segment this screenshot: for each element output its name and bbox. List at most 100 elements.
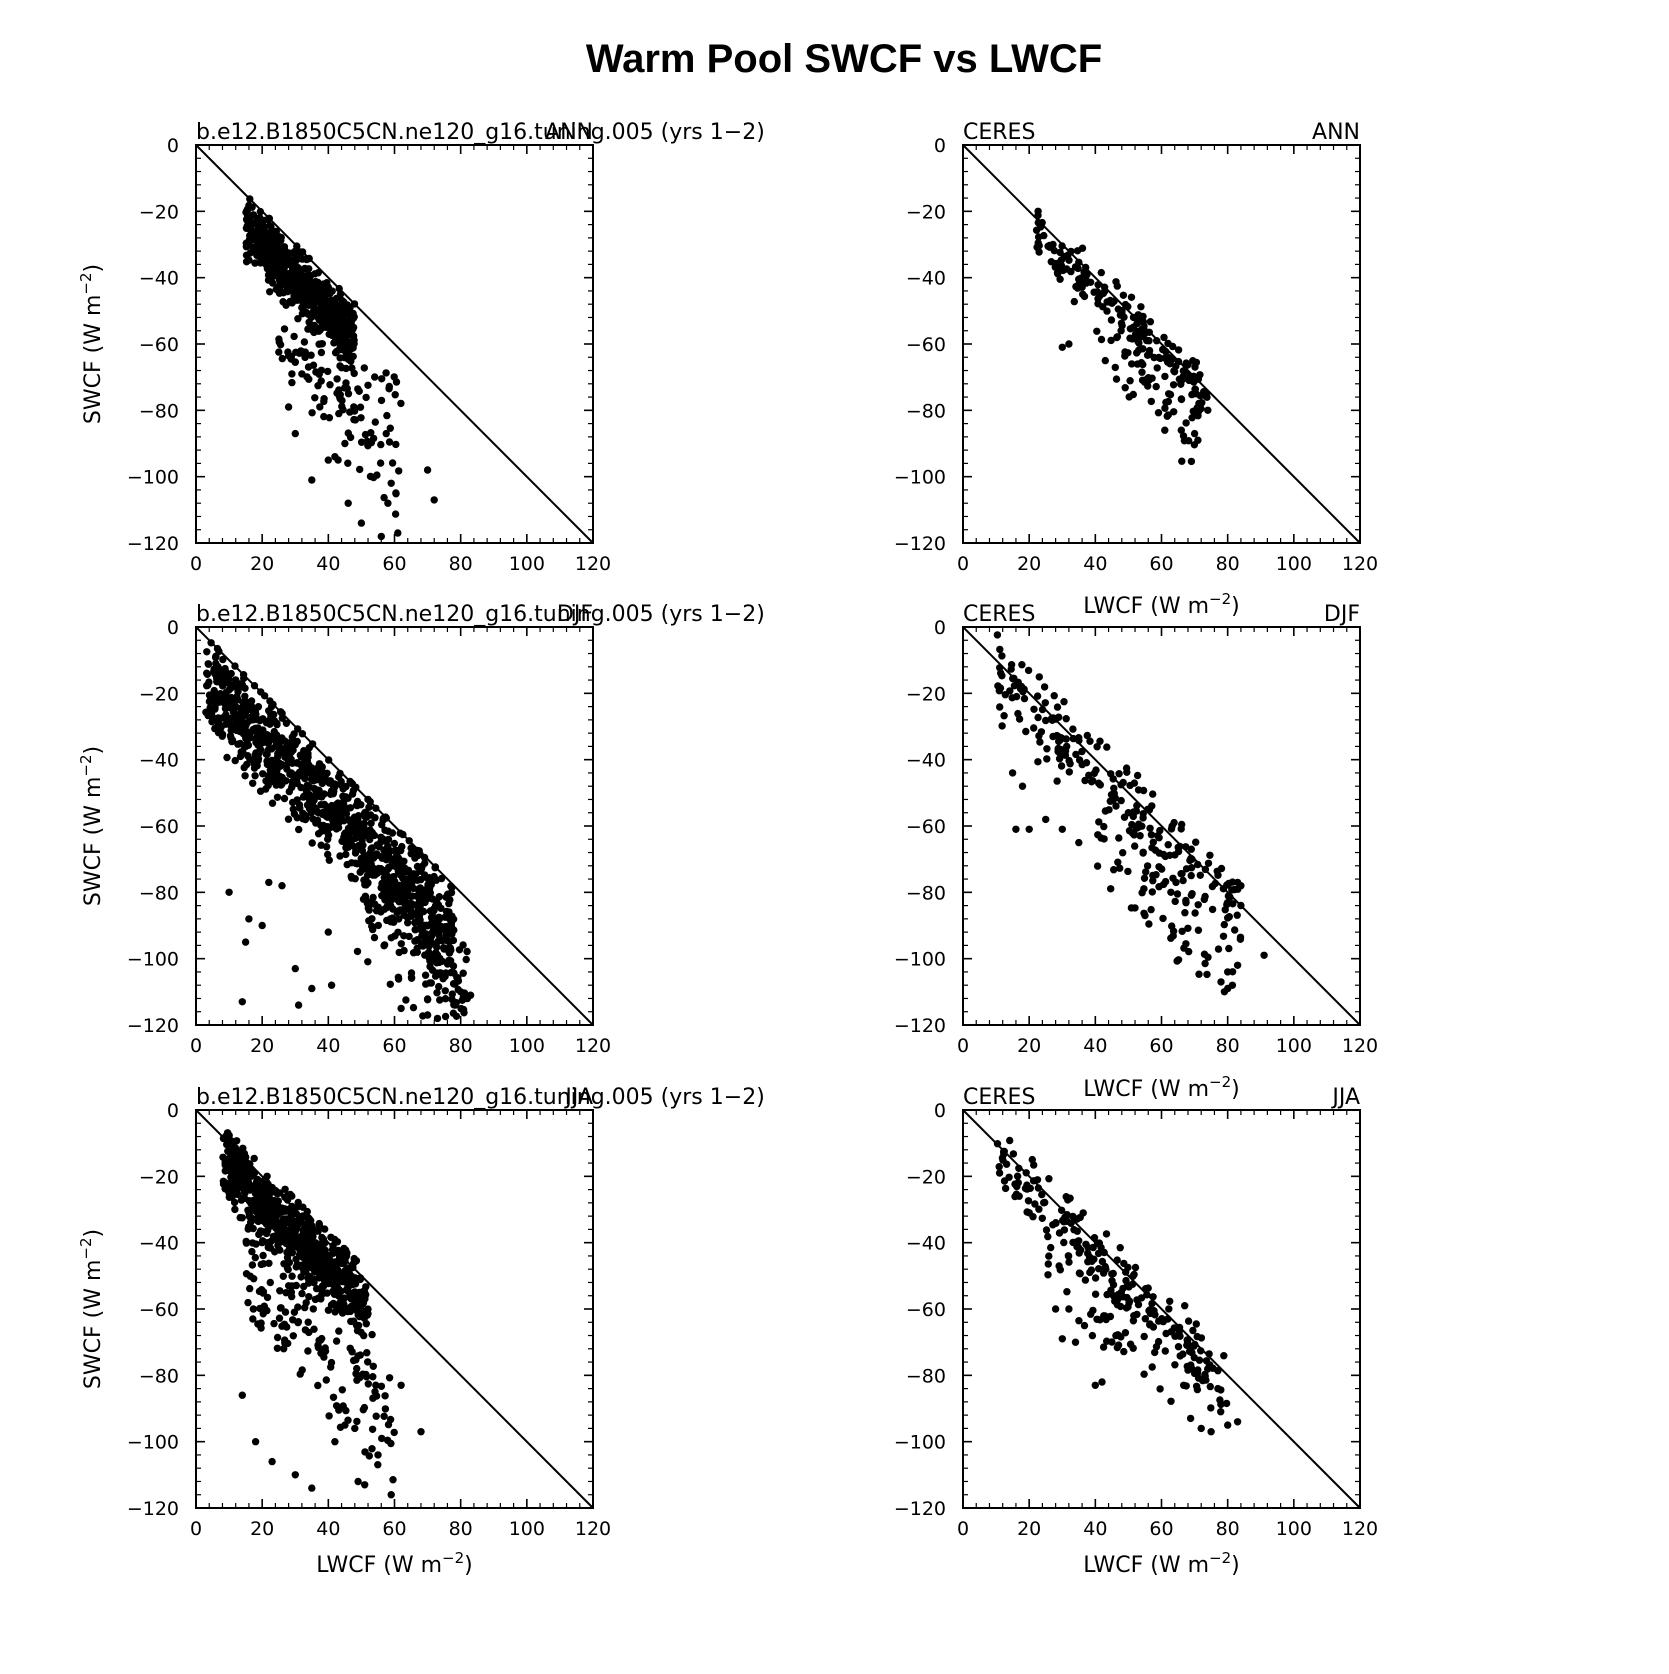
data-point: [329, 1287, 337, 1296]
data-point: [279, 298, 287, 306]
data-point: [1111, 1297, 1119, 1305]
data-point: [1102, 1230, 1111, 1238]
data-point: [204, 660, 212, 668]
data-point: [414, 901, 422, 909]
data-point: [223, 753, 231, 762]
data-point: [1177, 426, 1186, 434]
data-point: [315, 1219, 323, 1228]
data-point: [289, 739, 297, 747]
data-point: [281, 737, 289, 745]
data-point: [283, 1323, 291, 1331]
data-point: [395, 467, 403, 475]
data-point: [356, 1373, 364, 1382]
data-point: [374, 903, 382, 911]
data-point: [431, 902, 440, 910]
data-point: [346, 1344, 354, 1353]
data-point: [1155, 883, 1163, 891]
data-point: [376, 459, 385, 467]
data-point: [264, 276, 273, 284]
data-point: [361, 1448, 369, 1456]
data-point: [259, 1184, 267, 1193]
axis-ticks: [195, 626, 594, 1026]
data-point: [340, 817, 348, 825]
x-tick-label: 60: [382, 1035, 406, 1057]
data-point: [245, 1212, 254, 1221]
y-tick-label: −60: [906, 334, 946, 356]
data-point: [290, 730, 298, 738]
data-point: [1047, 1243, 1055, 1252]
data-point: [357, 414, 365, 422]
data-point: [249, 1305, 258, 1313]
data-point: [248, 1261, 257, 1269]
data-point: [349, 828, 357, 836]
data-point: [225, 703, 233, 712]
data-point: [369, 1373, 377, 1381]
data-point: [348, 859, 356, 867]
data-point: [356, 403, 365, 411]
data-point: [304, 1252, 312, 1260]
data-point: [217, 723, 225, 732]
data-point: [1112, 802, 1120, 810]
data-point: [1220, 920, 1229, 929]
x-tick-label: 100: [509, 1518, 545, 1540]
data-point: [287, 355, 295, 363]
data-point: [273, 793, 282, 801]
data-point: [1225, 879, 1233, 888]
data-point: [278, 354, 286, 363]
data-point: [277, 1304, 285, 1312]
data-point: [367, 860, 375, 868]
data-point: [1083, 731, 1092, 740]
data-point: [1044, 1260, 1053, 1268]
data-point: [329, 1299, 338, 1308]
reference-line: [962, 626, 1361, 1026]
data-point: [336, 852, 344, 860]
data-point: [457, 1004, 465, 1013]
data-point: [1105, 806, 1113, 814]
data-point: [377, 865, 385, 873]
data-point: [364, 879, 372, 887]
data-point: [294, 315, 302, 323]
data-point: [428, 895, 437, 903]
data-point: [1143, 351, 1152, 359]
data-point: [364, 1358, 372, 1366]
data-point: [285, 249, 293, 257]
y-tick-label: −80: [906, 882, 946, 904]
data-point: [428, 931, 436, 940]
data-point: [1204, 953, 1212, 961]
data-point: [325, 305, 333, 313]
data-point: [377, 532, 385, 541]
data-point: [428, 939, 436, 948]
data-point: [1075, 756, 1084, 764]
data-point: [315, 770, 323, 779]
data-point: [409, 1003, 418, 1012]
data-point: [242, 239, 250, 247]
data-point: [439, 944, 448, 952]
data-point: [330, 783, 339, 791]
data-point: [278, 882, 286, 890]
data-point: [995, 1169, 1004, 1177]
data-point: [1069, 725, 1077, 733]
data-point: [323, 805, 332, 814]
data-point: [335, 1327, 343, 1335]
data-point: [1191, 385, 1200, 393]
data-point: [454, 974, 462, 982]
data-point: [315, 1243, 323, 1252]
data-point: [341, 330, 350, 339]
data-point: [432, 957, 440, 966]
data-point: [319, 280, 328, 288]
data-point: [1103, 743, 1111, 751]
data-point: [257, 1324, 265, 1332]
data-point: [273, 1220, 281, 1229]
data-point: [1120, 813, 1129, 821]
data-point: [249, 779, 257, 787]
data-point: [295, 1236, 303, 1244]
data-point: [1065, 1258, 1073, 1266]
data-point: [1099, 1343, 1108, 1351]
data-point: [298, 1252, 307, 1260]
data-point: [230, 1189, 239, 1198]
data-point: [1120, 1347, 1128, 1356]
data-point: [363, 1311, 372, 1319]
y-tick-label: −100: [127, 949, 179, 971]
data-point: [380, 889, 388, 897]
y-tick-label: −60: [139, 334, 179, 356]
